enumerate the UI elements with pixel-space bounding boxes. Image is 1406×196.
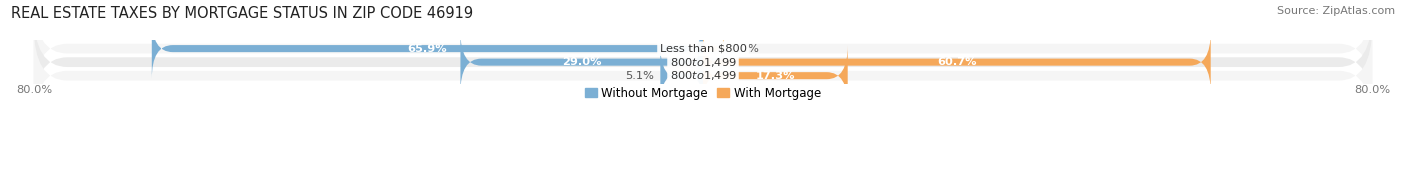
- Legend: Without Mortgage, With Mortgage: Without Mortgage, With Mortgage: [581, 82, 825, 104]
- FancyBboxPatch shape: [34, 0, 1372, 98]
- Text: 60.7%: 60.7%: [938, 57, 977, 67]
- Text: Source: ZipAtlas.com: Source: ZipAtlas.com: [1277, 6, 1395, 16]
- FancyBboxPatch shape: [152, 18, 703, 79]
- FancyBboxPatch shape: [703, 32, 1211, 93]
- Text: REAL ESTATE TAXES BY MORTGAGE STATUS IN ZIP CODE 46919: REAL ESTATE TAXES BY MORTGAGE STATUS IN …: [11, 6, 474, 21]
- Text: 5.1%: 5.1%: [624, 71, 654, 81]
- Text: Less than $800: Less than $800: [659, 44, 747, 54]
- FancyBboxPatch shape: [34, 26, 1372, 125]
- FancyBboxPatch shape: [34, 13, 1372, 111]
- Text: 17.3%: 17.3%: [755, 71, 796, 81]
- FancyBboxPatch shape: [703, 32, 724, 65]
- FancyBboxPatch shape: [661, 45, 703, 106]
- Text: $800 to $1,499: $800 to $1,499: [669, 69, 737, 82]
- Text: 65.9%: 65.9%: [408, 44, 447, 54]
- Text: 0.0%: 0.0%: [731, 44, 759, 54]
- FancyBboxPatch shape: [703, 45, 848, 106]
- Text: $800 to $1,499: $800 to $1,499: [669, 56, 737, 69]
- FancyBboxPatch shape: [460, 32, 703, 93]
- Text: 29.0%: 29.0%: [562, 57, 602, 67]
